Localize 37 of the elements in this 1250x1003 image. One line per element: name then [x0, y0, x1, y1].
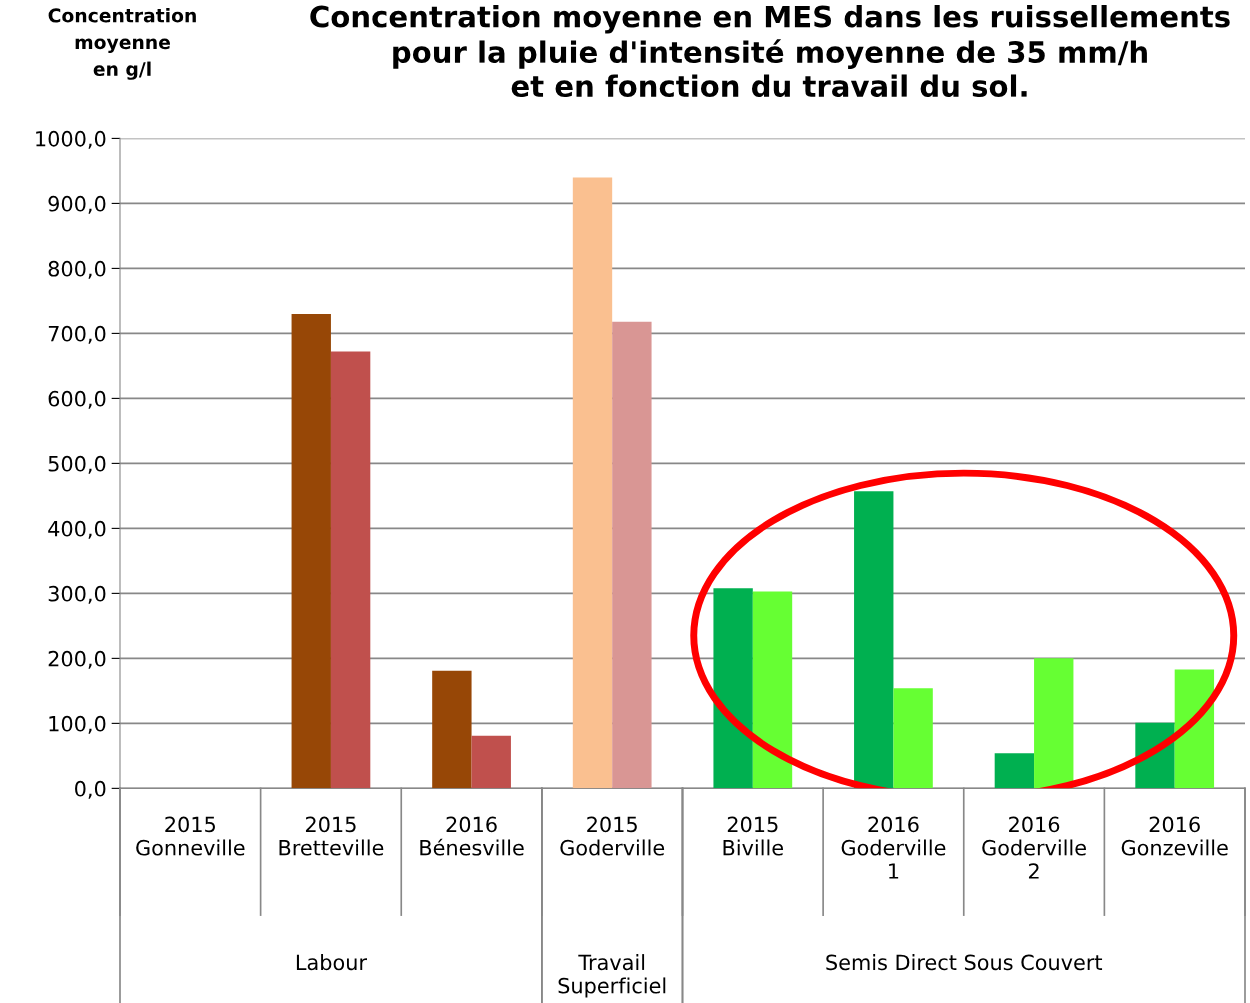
x-tick-label: 2015 Bretteville — [279, 816, 384, 856]
x-tick-label: 2015 Gonneville — [136, 816, 245, 856]
x-tick-label: 2016 Goderville 1 — [841, 816, 946, 879]
bar — [994, 753, 1035, 789]
bar — [330, 351, 371, 789]
text: Semis Direct Sous Couvert — [826, 954, 1103, 971]
y-tick-label: 100,0 — [49, 715, 106, 734]
bar — [854, 491, 894, 789]
y-tick-label: 0,0 — [75, 780, 106, 799]
y-tick-label: 900,0 — [48, 195, 106, 214]
y-tick-label: 200,0 — [48, 650, 106, 669]
bar — [291, 313, 331, 789]
text: Labour — [296, 954, 367, 971]
y-tick-label: 400,0 — [48, 520, 106, 539]
bar — [572, 177, 613, 789]
bar — [1034, 658, 1074, 789]
bar — [1174, 669, 1215, 789]
x-tick-label: 2015 Biville — [723, 816, 783, 856]
bar — [612, 321, 652, 789]
x-tick-label: 2016 Gonzeville — [1121, 816, 1228, 856]
y-tick-label: 1000,0 — [36, 130, 106, 149]
bar — [432, 670, 472, 789]
x-tick-label: 2015 Goderville — [560, 816, 665, 856]
text: Travail Superficiel — [558, 954, 666, 998]
x-tick-label: 2016 Bénesville — [420, 816, 524, 856]
bar — [713, 588, 753, 789]
bar — [471, 735, 511, 789]
x-tick-label: 2016 Goderville 2 — [982, 816, 1086, 879]
bar — [752, 591, 793, 789]
bar — [893, 688, 933, 789]
y-tick-label: 300,0 — [48, 585, 106, 604]
y-axis-title: Concentration moyenne en g/l — [48, 8, 196, 80]
y-tick-label: 500,0 — [48, 455, 106, 474]
chart-title: Concentration moyenne en MES dans les ruissellements pour la pluie d'intensité moyenne de 35 mm/h et en fonction du travail du sol. — [310, 5, 1230, 98]
y-tick-label: 800,0 — [48, 260, 106, 279]
y-tick-label: 600,0 — [48, 390, 106, 409]
y-tick-label: 700,0 — [48, 325, 106, 344]
